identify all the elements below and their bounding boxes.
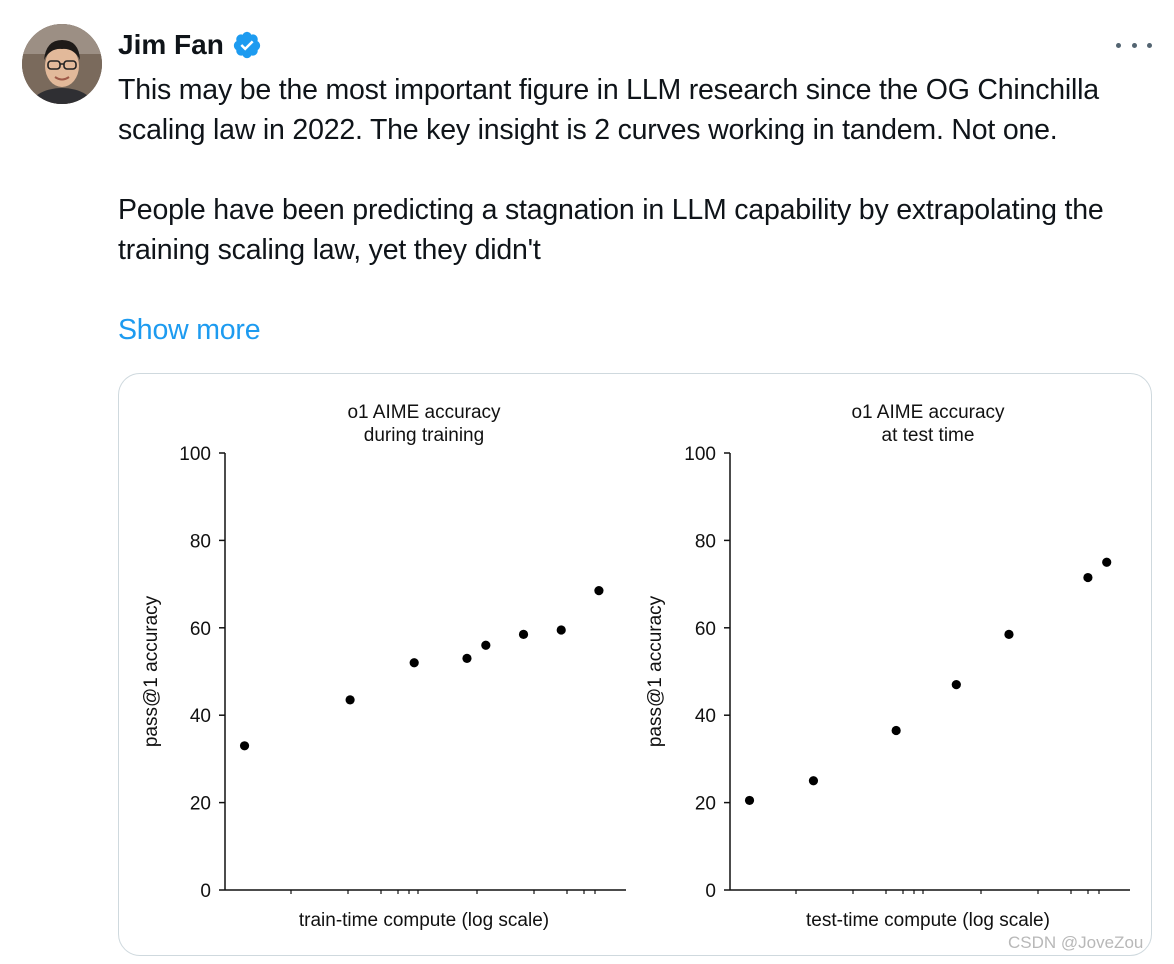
tweet-paragraph-2: People have been predicting a stagnation…: [118, 194, 1104, 266]
y-tick-label: 80: [190, 531, 211, 552]
author-row: Jim Fan: [118, 26, 262, 64]
author-name[interactable]: Jim Fan: [118, 29, 224, 60]
data-point: [345, 695, 355, 705]
author-avatar[interactable]: [22, 24, 102, 104]
data-point: [1004, 629, 1014, 639]
x-axis-label: test-time compute (log scale): [806, 910, 1050, 931]
data-point: [409, 658, 419, 668]
y-tick-label: 60: [190, 619, 211, 640]
data-point: [744, 795, 755, 806]
y-tick-label: 100: [179, 444, 211, 465]
show-more-link[interactable]: Show more: [118, 314, 261, 346]
watermark: CSDN @JoveZou: [1008, 933, 1144, 952]
y-axis-label: pass@1 accuracy: [645, 595, 666, 747]
data-point: [556, 625, 566, 635]
data-point: [239, 741, 250, 751]
y-tick-label: 60: [695, 619, 716, 640]
y-axis-label: pass@1 accuracy: [141, 595, 162, 747]
more-dot: [1131, 42, 1137, 48]
data-point: [518, 629, 529, 639]
y-tick-label: 80: [695, 531, 716, 552]
y-tick-label: 20: [190, 794, 211, 815]
data-point: [808, 776, 819, 786]
chart-title-line: o1 AIME accuracy: [851, 402, 1005, 423]
tweet-paragraph-1: This may be the most important figure in…: [118, 74, 1099, 146]
more-dot: [1116, 42, 1121, 48]
chart-title-line: at test time: [882, 425, 975, 446]
y-tick-label: 0: [200, 881, 211, 902]
data-point: [1102, 557, 1112, 567]
chart-title-line: during training: [364, 425, 484, 446]
data-point: [951, 680, 961, 690]
data-point: [481, 640, 491, 650]
data-point: [1083, 572, 1093, 583]
y-tick-label: 0: [705, 881, 716, 902]
x-axis-label: train-time compute (log scale): [299, 910, 549, 931]
data-point: [594, 586, 604, 596]
tweet-media-image[interactable]: o1 AIME accuracy during training 0 20 40 60 80…: [118, 373, 1152, 956]
chart-title-line: o1 AIME accuracy: [347, 402, 501, 423]
y-tick-label: 40: [190, 706, 211, 727]
avatar-image: [22, 24, 102, 104]
more-dot: [1147, 42, 1152, 48]
more-options-icon[interactable]: [1116, 30, 1152, 60]
data-point: [891, 725, 901, 736]
verified-badge-icon[interactable]: [232, 30, 262, 60]
tweet-text: This may be the most important figure in…: [118, 70, 1168, 270]
y-tick-label: 100: [684, 444, 716, 465]
data-point: [462, 653, 472, 663]
y-tick-label: 20: [695, 794, 716, 815]
y-tick-label: 40: [695, 706, 716, 727]
